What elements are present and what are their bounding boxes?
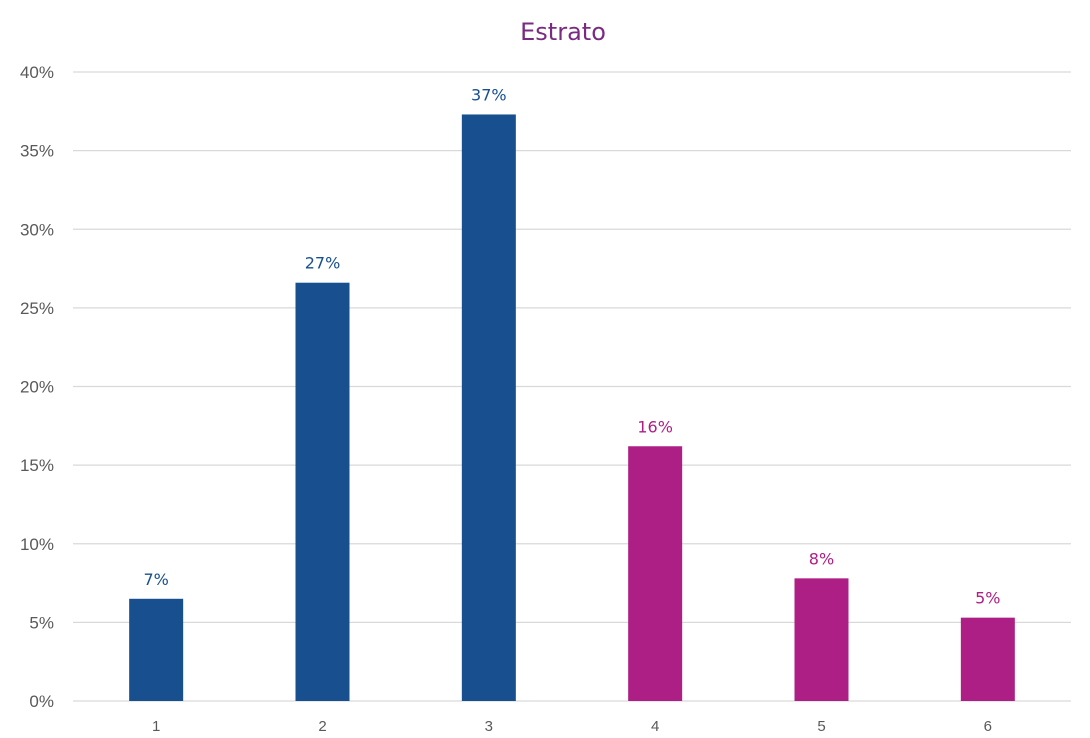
bar-3 [461,114,516,701]
data-label: 7% [143,570,168,589]
y-tick-label: 0% [29,692,54,711]
y-tick-label: 30% [20,220,54,239]
bars-layer [129,114,1015,701]
data-label: 16% [637,417,673,436]
data-label: 27% [305,254,341,273]
data-label: 37% [471,85,507,104]
bar-5 [794,578,849,701]
x-tick-label: 6 [984,718,992,735]
data-label: 8% [809,549,834,568]
x-tick-label: 4 [651,718,659,735]
y-tick-label: 5% [29,613,54,632]
y-tick-label: 35% [20,142,54,161]
x-axis-ticks: 1 2 3 4 5 6 [152,718,992,735]
chart-title: Estrato [520,18,606,46]
y-tick-label: 20% [20,378,54,397]
y-axis-ticks: 0% 5% 10% 15% 20% 25% 30% 35% 40% [20,63,54,711]
bar-4 [628,446,683,701]
y-tick-label: 25% [20,299,54,318]
bar-6 [960,617,1015,701]
bar-1 [129,598,184,701]
y-tick-label: 10% [20,535,54,554]
y-tick-label: 40% [20,63,54,82]
data-label: 5% [975,589,1000,608]
x-tick-label: 5 [817,718,825,735]
grid-layer [73,71,1071,702]
x-tick-label: 3 [485,718,493,735]
y-tick-label: 15% [20,456,54,475]
x-tick-label: 2 [318,718,326,735]
data-labels-layer: 7% 27% 37% 16% 8% 5% [143,85,1000,607]
bar-2 [295,282,350,701]
x-tick-label: 1 [152,718,160,735]
